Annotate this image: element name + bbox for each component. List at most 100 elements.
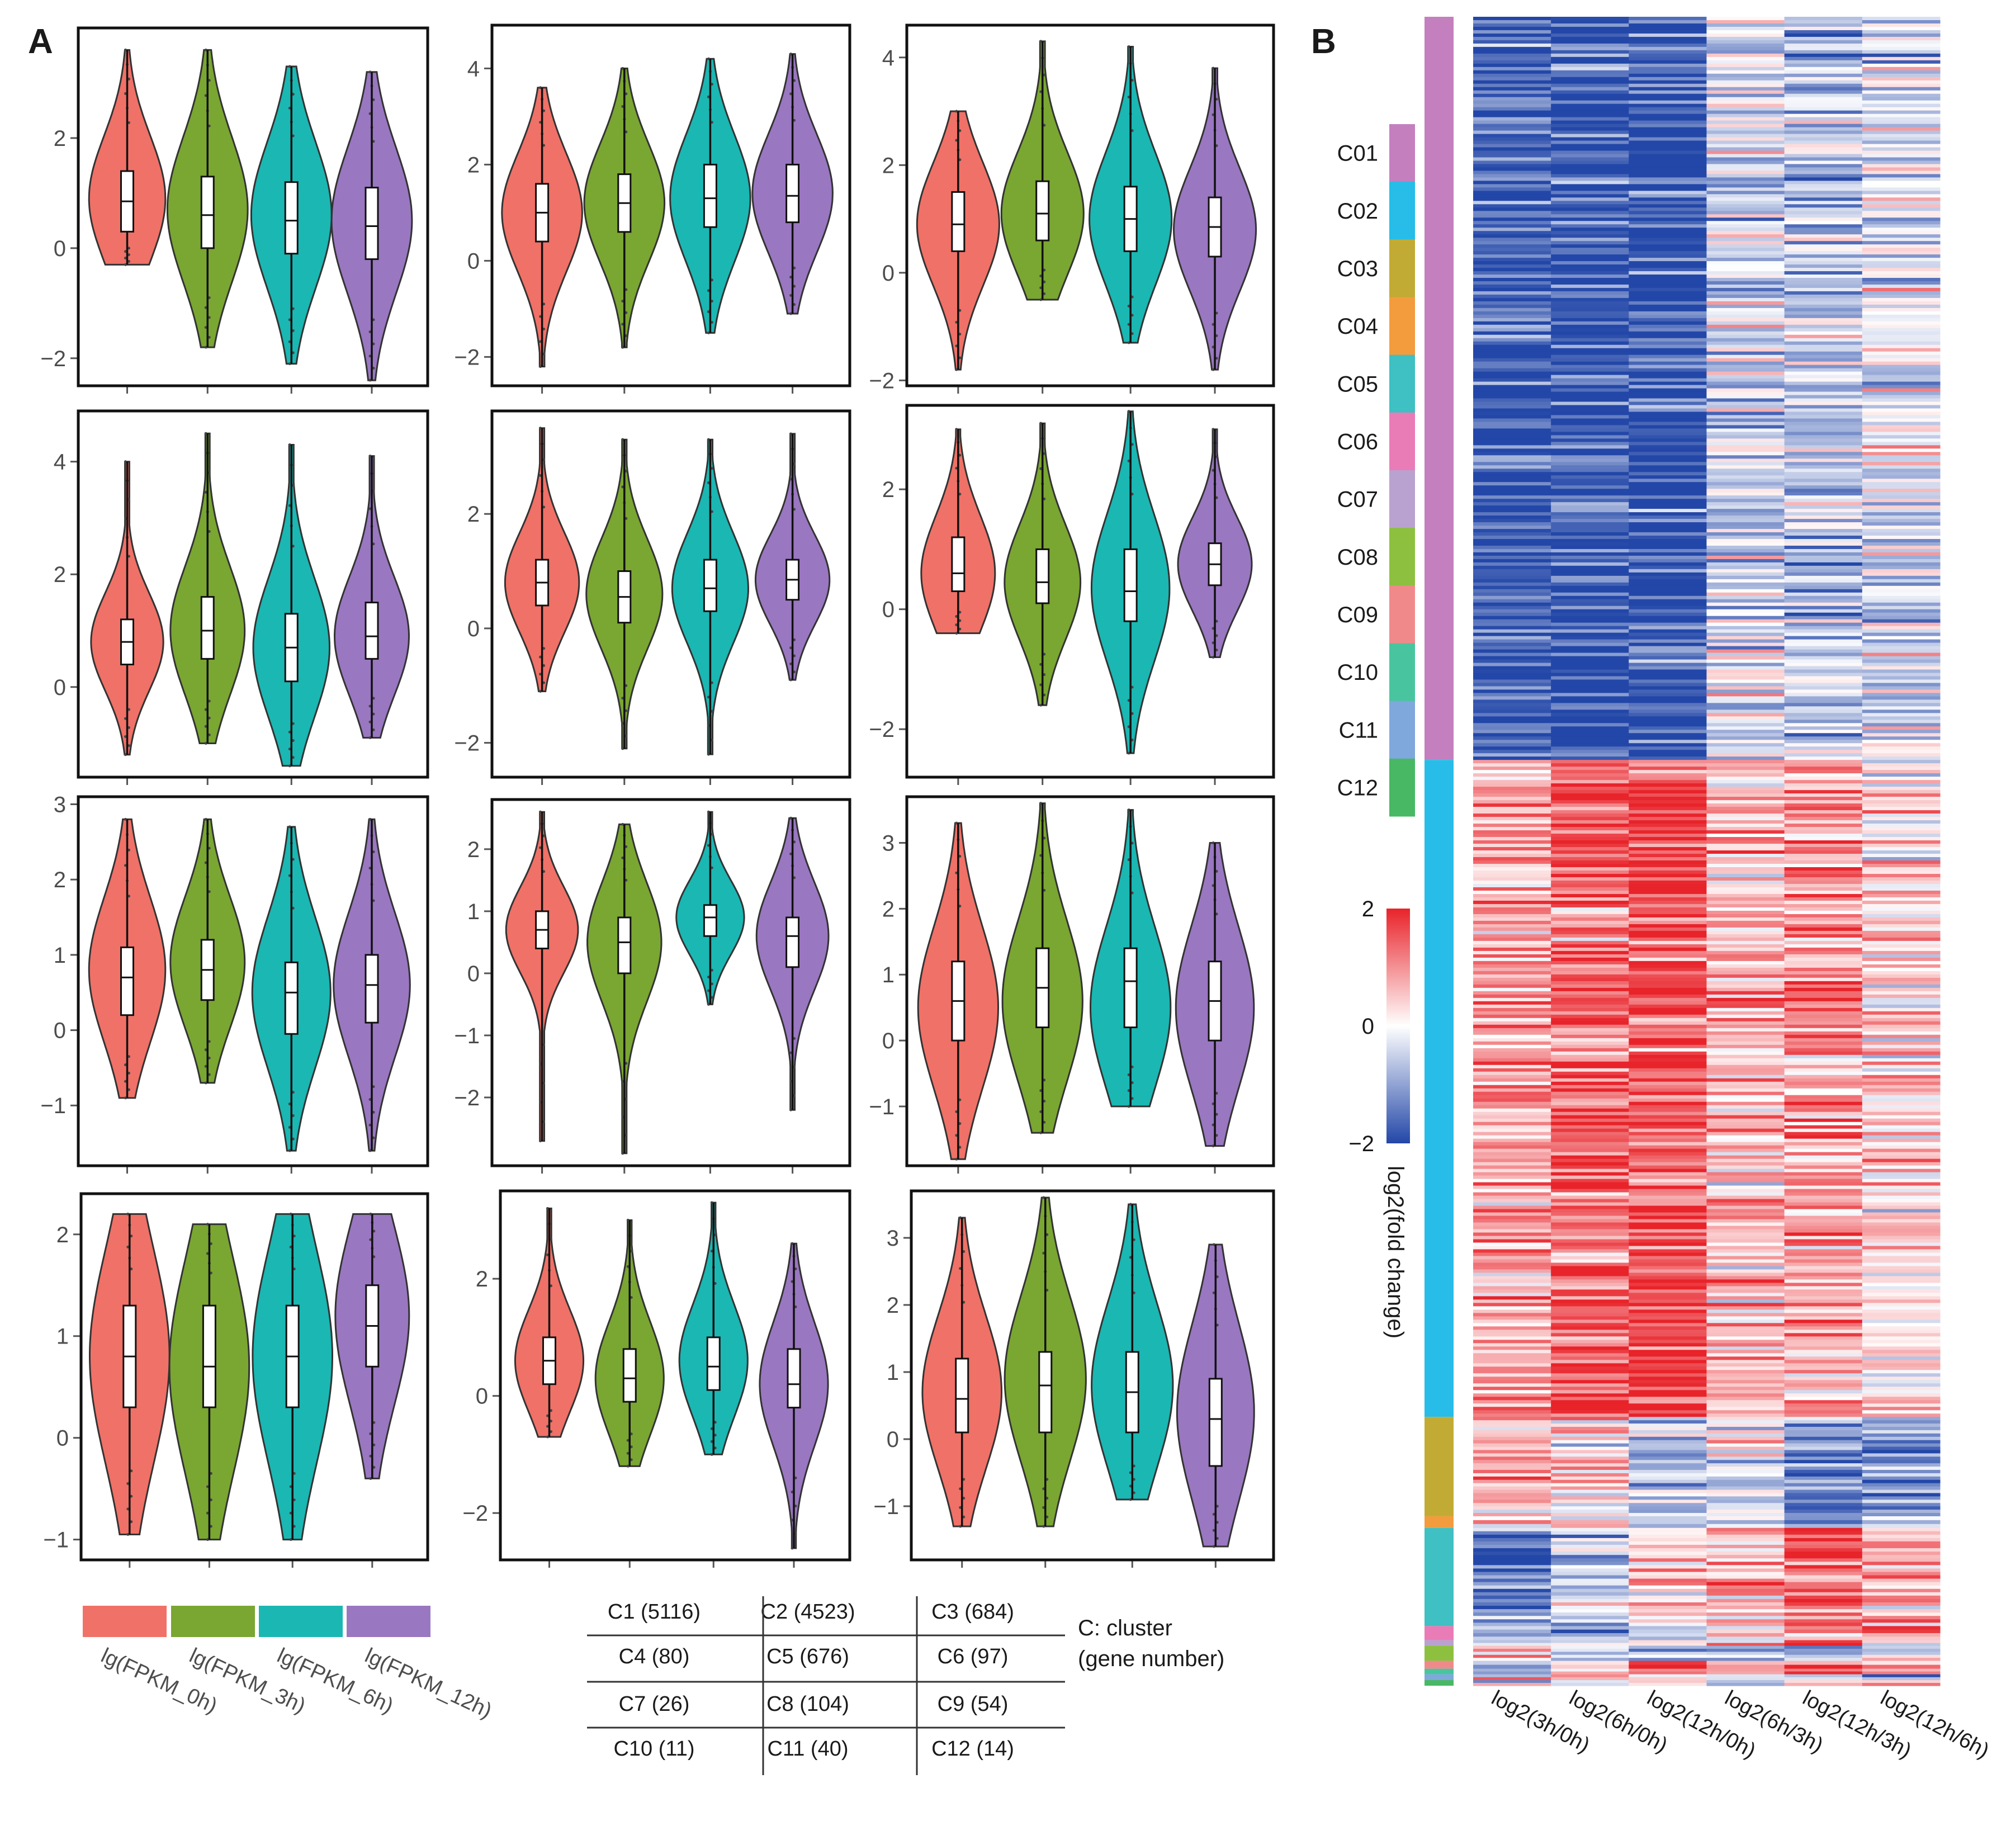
heatmap-cell (1784, 73, 1863, 78)
heatmap-cell (1706, 1629, 1785, 1634)
heatmap-cell (1551, 46, 1629, 51)
heatmap-cell (1473, 1496, 1551, 1500)
heatmap-cell (1473, 636, 1551, 640)
heatmap-cell (1706, 927, 1785, 931)
heatmap-cell (1862, 458, 1941, 462)
heatmap-cell (1473, 258, 1551, 262)
heatmap-cell (1784, 1436, 1863, 1441)
heatmap-cell (1784, 428, 1863, 433)
heatmap-cell (1784, 87, 1863, 91)
heatmap-cell (1473, 428, 1551, 433)
cluster-side-bar (1425, 1626, 1454, 1640)
heatmap-cell (1784, 338, 1863, 342)
heatmap-cell (1862, 632, 1941, 637)
heatmap-cell (1551, 1671, 1629, 1675)
heatmap-cell (1862, 432, 1941, 436)
heatmap-cell (1473, 1085, 1551, 1089)
heatmap-cell (1473, 1165, 1551, 1170)
heatmap-cell (1473, 1565, 1551, 1569)
heatmap-cell (1551, 1148, 1629, 1153)
heatmap-cell (1629, 1623, 1707, 1626)
heatmap-cell (1784, 1071, 1863, 1076)
heatmap-cell (1784, 1122, 1863, 1126)
heatmap-cell (1473, 1098, 1551, 1103)
heatmap-cell (1629, 1340, 1707, 1344)
heatmap-cell (1473, 790, 1551, 794)
heatmap-cell (1862, 46, 1941, 51)
heatmap-cell (1551, 1578, 1629, 1583)
heatmap-cell (1473, 716, 1551, 720)
heatmap-cell (1629, 837, 1707, 841)
heatmap-cell (1862, 1111, 1941, 1116)
heatmap-cell (1862, 1568, 1941, 1573)
heatmap-cell (1473, 914, 1551, 918)
heatmap-cell (1473, 1148, 1551, 1153)
heatmap-cell (1551, 1575, 1629, 1579)
cluster-table-cell: C8 (104) (766, 1692, 849, 1716)
heatmap-cell (1862, 479, 1941, 483)
heatmap-cell (1706, 850, 1785, 854)
heatmap-cell (1551, 1377, 1629, 1380)
heatmap-cell (1551, 1545, 1629, 1549)
heatmap-cell (1706, 1664, 1785, 1669)
heatmap-cell (1551, 646, 1629, 650)
heatmap-cell (1706, 683, 1785, 687)
violin-box (617, 916, 632, 975)
heatmap-cell (1706, 706, 1785, 710)
heatmap-cell (1784, 1054, 1863, 1059)
heatmap-cell (1706, 897, 1785, 901)
heatmap-cell (1629, 1652, 1707, 1656)
violin-panel-frame (77, 26, 429, 387)
heatmap-cell (1629, 1054, 1707, 1059)
heatmap-cell (1473, 1316, 1551, 1320)
heatmap-cell (1551, 1548, 1629, 1552)
heatmap-cell (1706, 174, 1785, 178)
heatmap-cell (1629, 1205, 1707, 1210)
heatmap-cell (1473, 877, 1551, 881)
heatmap-cell (1473, 904, 1551, 908)
heatmap-cell (1629, 575, 1707, 580)
heatmap-cell (1862, 1524, 1941, 1529)
heatmap-cell (1706, 910, 1785, 915)
heatmap-cell (1706, 1524, 1785, 1529)
heatmap-cell (1784, 673, 1863, 677)
heatmap-cell (1551, 914, 1629, 918)
heatmap-cell (1862, 854, 1941, 858)
heatmap-cell (1862, 1527, 1941, 1532)
heatmap-cell (1706, 1125, 1785, 1129)
heatmap-cell (1862, 1541, 1941, 1545)
heatmap-cell (1784, 1677, 1863, 1681)
heatmap-cell (1473, 1643, 1551, 1647)
heatmap-cell (1629, 1483, 1707, 1487)
heatmap-cell (1629, 1269, 1707, 1274)
heatmap-cell (1784, 1008, 1863, 1012)
heatmap-cell (1784, 472, 1863, 476)
heatmap-cell (1551, 113, 1629, 118)
heatmap-cell (1784, 1175, 1863, 1180)
heatmap-cell (1784, 977, 1863, 982)
heatmap-cell (1473, 971, 1551, 975)
heatmap-cell (1551, 284, 1629, 288)
heatmap-cell (1862, 1054, 1941, 1059)
heatmap-cell (1473, 579, 1551, 583)
heatmap-cell (1551, 1215, 1629, 1220)
heatmap-cell (1706, 197, 1785, 201)
heatmap-cell (1706, 127, 1785, 131)
heatmap-cell (1862, 1496, 1941, 1500)
heatmap-cell (1629, 964, 1707, 968)
heatmap-cell (1551, 532, 1629, 536)
heatmap-cell (1784, 1192, 1863, 1196)
heatmap-cell (1551, 1598, 1629, 1603)
heatmap-cell (1473, 575, 1551, 580)
heatmap-cell (1473, 1483, 1551, 1487)
heatmap-cell (1862, 187, 1941, 191)
heatmap-cell (1629, 666, 1707, 670)
heatmap-cell (1629, 217, 1707, 221)
heatmap-cell (1784, 753, 1863, 757)
heatmap-cell (1862, 967, 1941, 972)
heatmap-cell (1706, 452, 1785, 456)
heatmap-cell (1784, 1527, 1863, 1532)
heatmap-cell (1706, 770, 1785, 774)
heatmap-cell (1629, 1531, 1707, 1535)
heatmap-cell (1473, 864, 1551, 868)
